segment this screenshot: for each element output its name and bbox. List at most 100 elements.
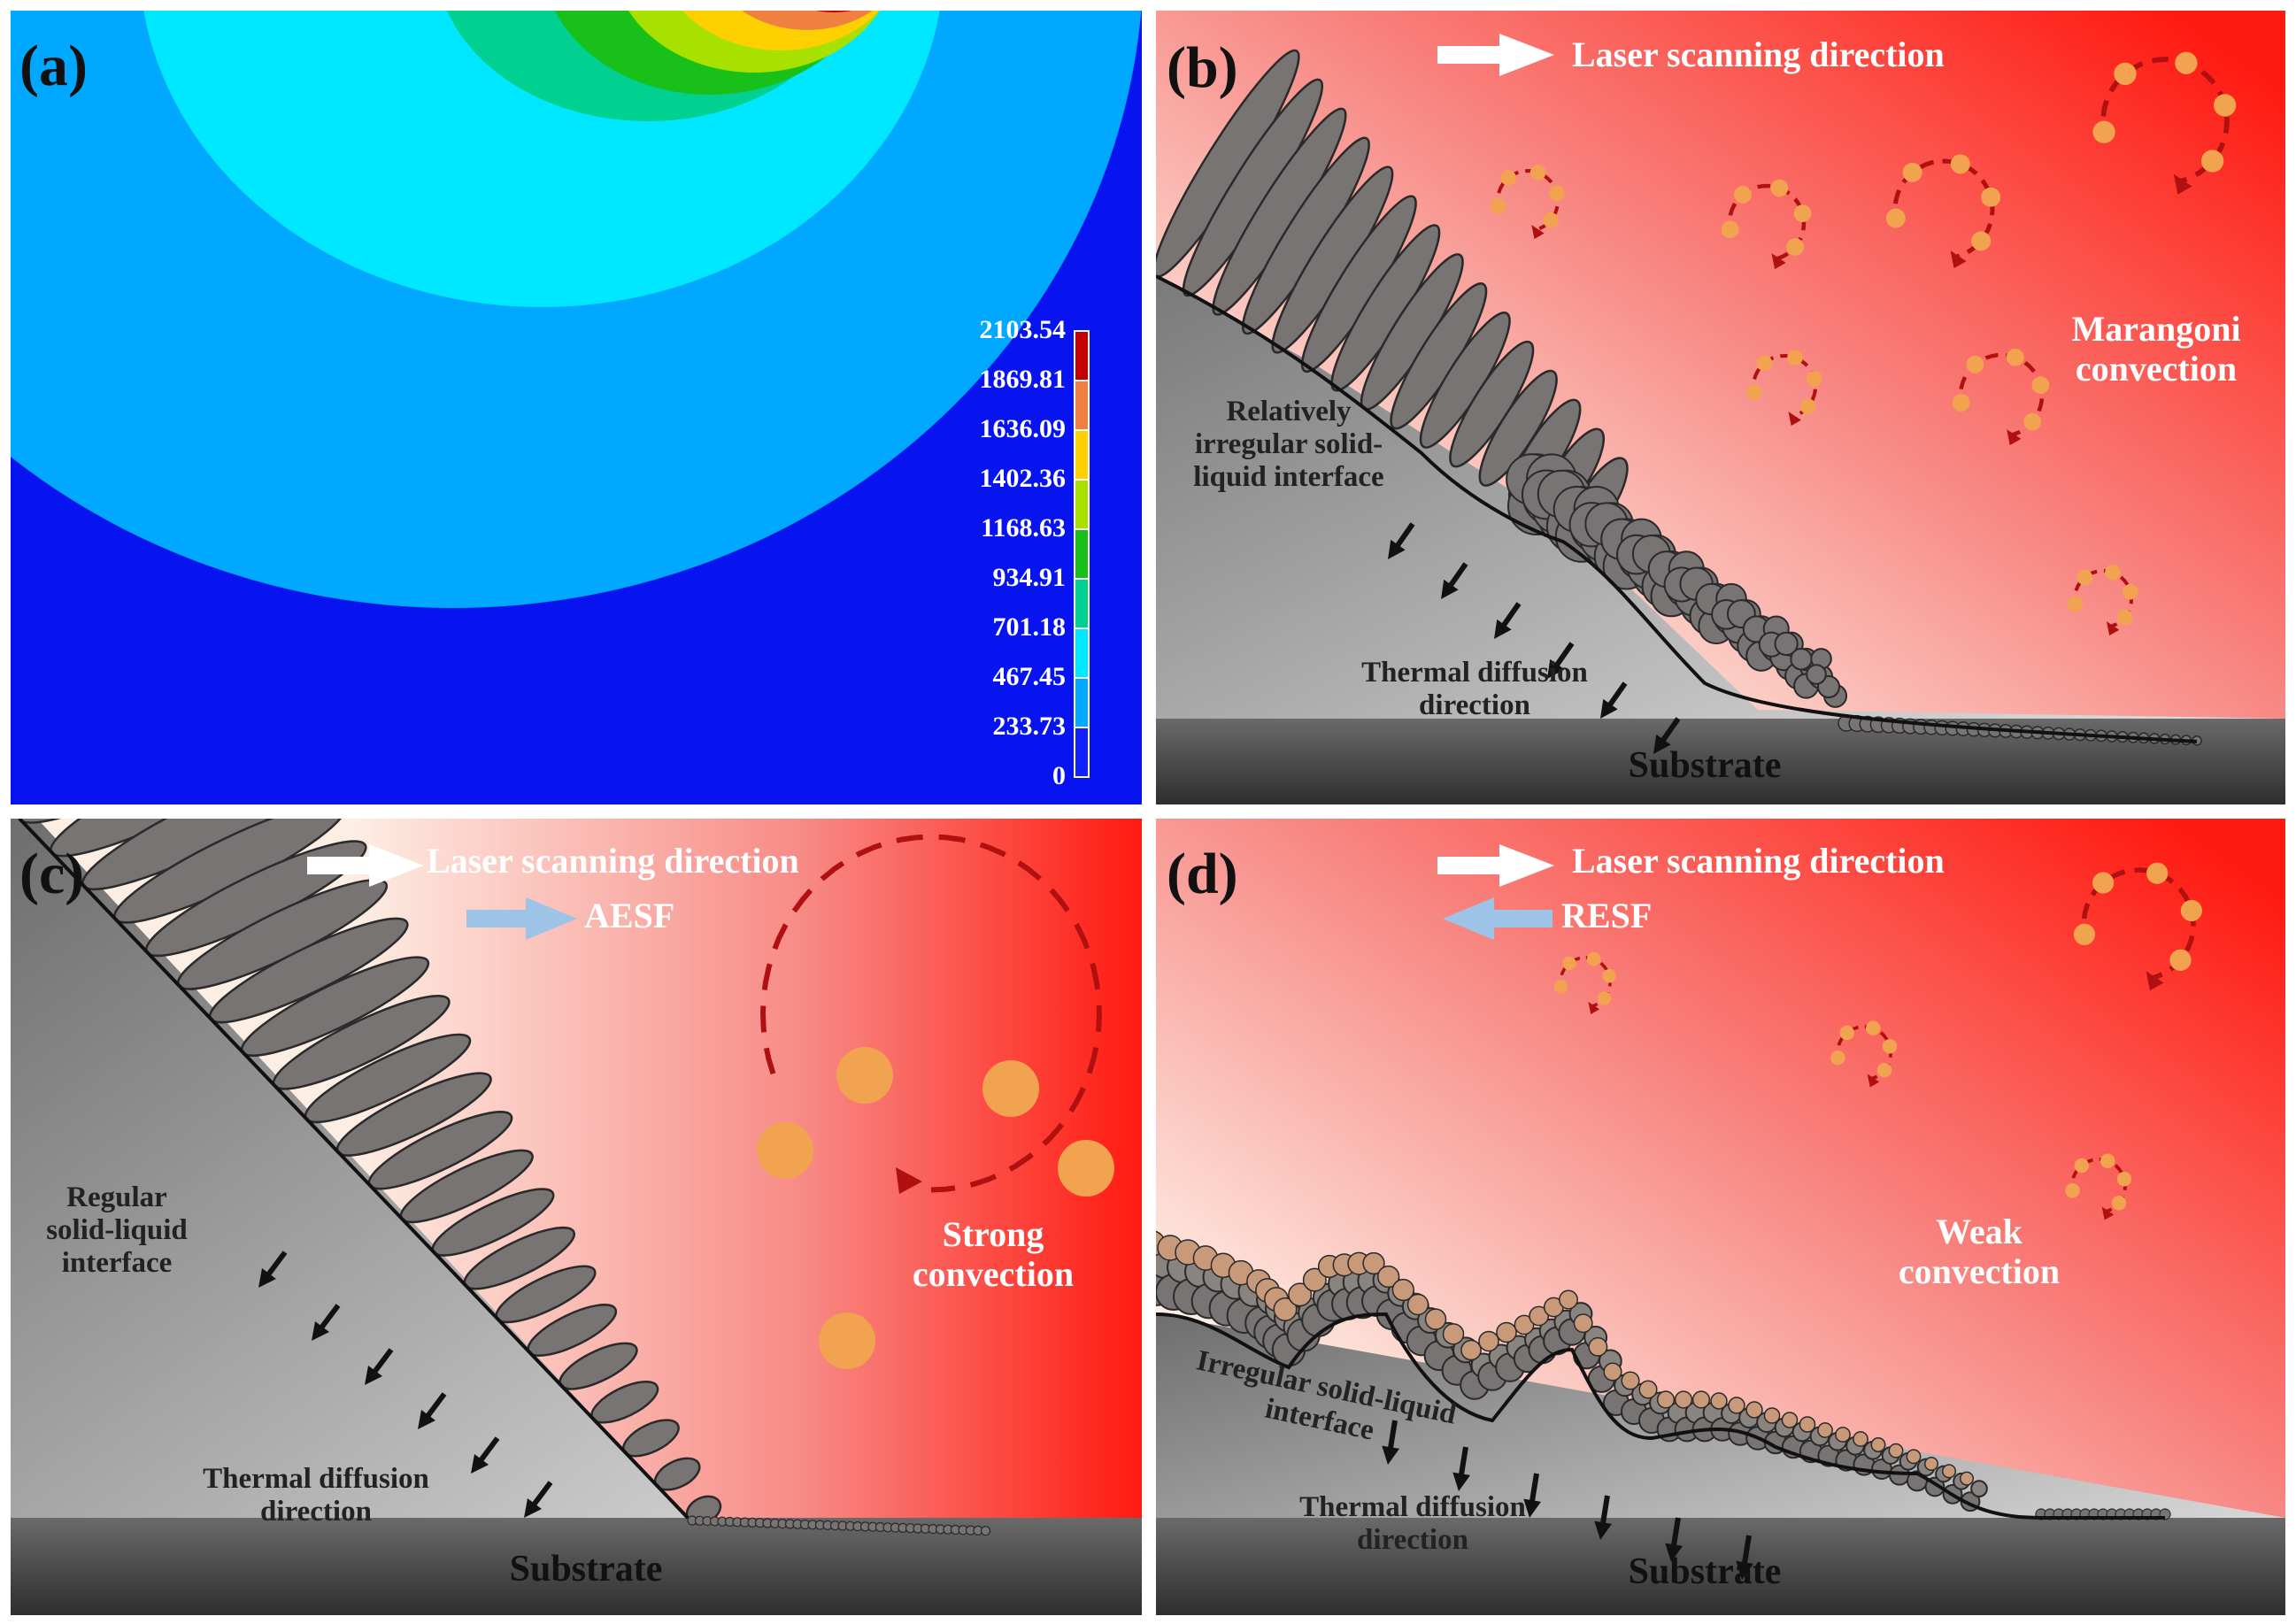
resf-label: RESF (1561, 896, 1653, 935)
thermal-arrowhead (1452, 1472, 1471, 1491)
equiaxed-grain (1377, 1265, 1400, 1289)
droplet (1971, 231, 1992, 251)
equiaxed-grain (1442, 1323, 1465, 1345)
equiaxed-grain (1870, 1437, 1886, 1452)
laser-direction-arrow (307, 844, 424, 887)
convection-arrowhead (1867, 1074, 1880, 1088)
convection-arrowhead (1950, 250, 1967, 269)
thermal-b-line1: Thermal diffusion (1361, 657, 1588, 689)
convection-arrowhead (1588, 1001, 1600, 1014)
thermal-arrowhead (258, 1268, 276, 1288)
weak-convection-label: Weak convection (1864, 1212, 2094, 1292)
solid-liquid-interface-line (18, 819, 690, 1520)
legend-tick-label: 1168.63 (981, 513, 1066, 543)
weak-convection-swirls (1553, 862, 2202, 1220)
legend-swatch (1074, 380, 1090, 431)
droplet (2213, 94, 2237, 117)
equiaxed-grain (1763, 1407, 1781, 1424)
equiaxed-grain (1781, 1412, 1799, 1428)
droplet (1602, 969, 1616, 983)
droplet (982, 1060, 1039, 1117)
thermal-arrowhead (1600, 698, 1618, 719)
substrate-layer (1156, 1518, 2285, 1615)
panel-a-temperature-field: (a) 2103.54 1869.81 1636.09 1402.36 1168.63 9… (11, 11, 1142, 804)
droplet (2200, 150, 2224, 173)
equiaxed-grain (1799, 1416, 1816, 1433)
bead (980, 1526, 991, 1536)
thermal-diffusion-label-c: Thermal diffusion direction (157, 1463, 475, 1528)
substrate-label-c: Substrate (509, 1549, 663, 1589)
thermal-arrowhead (312, 1321, 329, 1341)
thermal-arrowhead (1594, 1520, 1613, 1540)
laser-direction-arrow (1437, 844, 1554, 887)
laser-scanning-label-c: Laser scanning direction (427, 841, 799, 881)
legend-tick-label: 1636.09 (979, 414, 1067, 443)
interface-b-line2: irregular solid- (1194, 427, 1383, 460)
equiaxed-grain (1959, 1471, 1975, 1486)
laser-scanning-label-d: Laser scanning direction (1572, 841, 1945, 881)
thermal-arrowhead (1494, 619, 1512, 639)
convection-path (1496, 168, 1560, 233)
droplet (2114, 62, 2137, 86)
strong-convection-label: Strong convection (887, 1214, 1099, 1295)
weak-label-line2: convection (1898, 1251, 2061, 1291)
equiaxed-grain (1835, 1427, 1851, 1443)
equiaxed-grain (1529, 1305, 1550, 1327)
droplet (1800, 398, 1816, 415)
convection-arrowhead (2106, 621, 2120, 636)
equiaxed-grain (1559, 1289, 1578, 1310)
panel-label-b: (b) (1167, 35, 1238, 100)
droplet (2175, 51, 2198, 74)
legend-swatch (1074, 528, 1090, 580)
droplet (1490, 198, 1506, 214)
droplet (1562, 956, 1576, 971)
solidified-region (11, 819, 1142, 1615)
equiaxed-grain (1514, 1314, 1535, 1335)
droplet (2105, 565, 2121, 581)
droplet (2111, 1196, 2127, 1211)
solid-liquid-interface-line (1156, 274, 2198, 743)
equiaxed-grain (1656, 1390, 1676, 1409)
legend-tick-label: 467.45 (992, 662, 1067, 691)
marangoni-swirls (1490, 51, 2237, 636)
substrate-label-b: Substrate (1628, 745, 1782, 786)
interface-b-line3: liquid interface (1193, 460, 1384, 493)
droplet (2074, 1158, 2089, 1174)
equiaxed-grain (1424, 1308, 1447, 1330)
droplet (1807, 371, 1822, 387)
droplet (1793, 204, 1812, 223)
convection-arrowhead (2007, 429, 2022, 446)
equiaxed-grain (1806, 664, 1827, 685)
color-legend-bar (1074, 330, 1090, 778)
thermal-arrowhead (1547, 658, 1565, 679)
equiaxed-grain (1273, 1297, 1298, 1321)
droplet (2169, 949, 2192, 971)
convection-arrowhead (2101, 1206, 2115, 1220)
droplet (1500, 170, 1516, 186)
panel-label-a: (a) (19, 34, 88, 98)
thermal-b-line2: direction (1419, 689, 1530, 721)
marangoni-label-line2: convection (2075, 348, 2238, 389)
equiaxed-grain (1496, 1321, 1517, 1343)
legend-tick-label: 934.91 (992, 563, 1067, 592)
contour-band-1636 (742, 11, 873, 30)
resf-arrow (1443, 897, 1552, 940)
equiaxed-grain (1728, 1397, 1745, 1414)
thermal-arrowhead (418, 1410, 435, 1429)
droplet (1866, 1020, 1881, 1036)
thermal-arrowhead (1441, 579, 1459, 599)
legend-tick-label: 2103.54 (979, 315, 1067, 344)
droplet (1885, 208, 1906, 228)
droplet (1756, 355, 1773, 371)
contour-band-1869 (815, 11, 852, 12)
convection-arrowhead (1531, 225, 1545, 240)
substrate-beads (687, 1515, 991, 1536)
thermal-arrowhead (471, 1454, 489, 1474)
thermal-arrowhead (1388, 539, 1406, 559)
droplet (1586, 951, 1601, 966)
droplet (1734, 185, 1752, 204)
droplet (2076, 569, 2093, 586)
interface-c-line1: Regular (66, 1181, 167, 1213)
droplet (1549, 185, 1565, 202)
panel-label-d: (d) (1167, 842, 1238, 906)
